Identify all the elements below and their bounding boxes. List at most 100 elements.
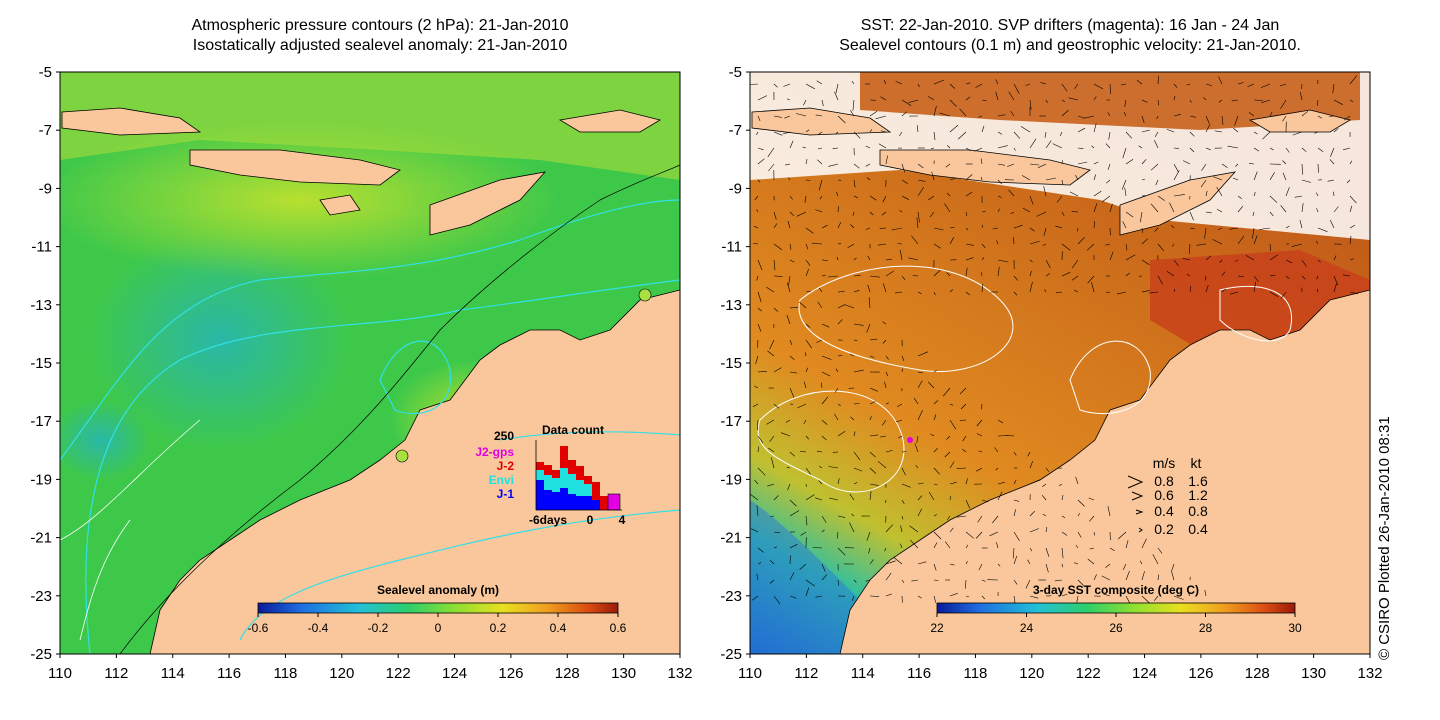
velocity-arrow <box>869 483 879 486</box>
velocity-arrow <box>911 235 919 245</box>
velocity-arrow <box>1059 131 1063 137</box>
velocity-arrow <box>917 291 922 295</box>
velocity-arrow <box>1237 195 1243 199</box>
velocity-arrow <box>789 211 795 217</box>
velocity-arrow <box>796 211 807 217</box>
velocity-arrow <box>1083 115 1095 119</box>
tide-gauge-marker <box>638 288 652 302</box>
velocity-arrow <box>949 593 958 597</box>
velocity-arrow <box>897 243 903 245</box>
velocity-arrow <box>768 447 775 453</box>
velocity-arrow <box>1262 131 1271 140</box>
velocity-arrow <box>1328 115 1335 117</box>
velocity-arrow <box>1141 571 1145 581</box>
velocity-arrow <box>1105 563 1111 568</box>
velocity-arrow <box>1013 83 1020 94</box>
velocity-arrow <box>1029 240 1040 245</box>
velocity-arrow <box>800 450 807 453</box>
velocity-arrow <box>1141 129 1150 133</box>
velocity-arrow <box>900 525 903 533</box>
velocity-arrow <box>868 297 871 309</box>
velocity-arrow <box>865 227 871 230</box>
velocity-arrow <box>1077 499 1085 507</box>
velocity-arrow <box>1091 145 1095 149</box>
velocity-arrow <box>884 381 887 389</box>
left-colorbar: Sealevel anomaly (m) -0.6 -0.4 -0.2 0 0.2 0.4… <box>248 583 627 635</box>
velocity-arrow <box>981 283 984 293</box>
velocity-arrow <box>1125 211 1134 218</box>
velocity-arrow <box>1027 559 1031 565</box>
velocity-arrow <box>965 257 974 261</box>
velocity-arrow <box>930 433 935 437</box>
velocity-arrow <box>1141 159 1147 165</box>
data-count-inset: Data count 250 J2-gps J-2 Envi J-1 -6day… <box>475 423 625 527</box>
velocity-arrow <box>1154 139 1159 149</box>
velocity-arrow <box>917 371 923 374</box>
velocity-arrow <box>1205 275 1207 281</box>
banda-islands <box>558 109 662 133</box>
longitude-tick-label: 132 <box>667 665 692 682</box>
velocity-arrow <box>835 131 839 135</box>
velocity-arrow <box>757 562 762 565</box>
longitude-tick-label: 110 <box>738 665 762 682</box>
velocity-arrow <box>1036 211 1047 217</box>
velocity-arrow <box>1173 595 1184 600</box>
velocity-arrow <box>821 274 826 277</box>
velocity-arrow <box>788 275 791 286</box>
velocity-arrow <box>788 177 791 181</box>
velocity-arrow <box>1252 211 1255 217</box>
velocity-arrow <box>1285 225 1290 229</box>
velocity-arrow <box>901 99 912 107</box>
velocity-arrow <box>837 115 846 124</box>
longitude-tick-label: 130 <box>1301 665 1326 682</box>
velocity-arrow <box>1253 275 1259 282</box>
velocity-arrow <box>821 435 827 441</box>
velocity-arrow <box>1013 224 1023 229</box>
lesser-sunda-islands <box>189 149 401 186</box>
velocity-arrow <box>850 224 855 229</box>
velocity-arrow <box>933 447 938 453</box>
velocity-arrow <box>1235 259 1239 262</box>
left-colorbar-tick: 0.6 <box>610 621 627 635</box>
velocity-arrow <box>1201 163 1207 171</box>
velocity-arrow <box>786 314 791 325</box>
velocity-arrow <box>933 269 941 277</box>
latitude-tick-label: -7 <box>39 122 52 139</box>
velocity-arrow <box>1205 190 1208 197</box>
velocity-arrow <box>949 461 955 469</box>
velocity-arrow <box>917 561 927 565</box>
velocity-arrow <box>849 493 855 501</box>
velocity-arrow <box>1233 127 1239 133</box>
velocity-arrow <box>997 208 1000 213</box>
velocity-arrow <box>1173 163 1179 173</box>
velocity-arrow <box>1069 191 1079 197</box>
velocity-arrow <box>981 257 985 261</box>
velocity-arrow <box>928 491 935 501</box>
velocity-arrow <box>1117 531 1127 540</box>
velocity-arrow <box>978 115 983 118</box>
velocity-arrow <box>821 563 826 572</box>
velocity-arrow <box>1055 225 1063 229</box>
velocity-arrow <box>1061 547 1064 559</box>
velocity-arrow <box>1029 195 1034 205</box>
velocity-arrow <box>1021 175 1031 181</box>
velocity-arrow <box>817 147 823 150</box>
velocity-arrow <box>1205 115 1210 124</box>
velocity-arrow <box>1182 160 1191 165</box>
velocity-arrow <box>1125 131 1133 139</box>
velocity-arrow <box>1317 288 1319 293</box>
velocity-arrow <box>773 546 777 549</box>
velocity-arrow <box>853 163 860 169</box>
velocity-arrow <box>885 402 889 405</box>
velocity-arrow <box>767 483 775 487</box>
velocity-arrow <box>789 595 797 599</box>
velocity-arrow <box>981 211 986 213</box>
velocity-arrow <box>1122 221 1127 229</box>
velocity-arrow <box>757 259 763 271</box>
velocity-arrow <box>1212 176 1223 181</box>
velocity-arrow <box>1087 275 1095 284</box>
velocity-arrow <box>959 108 967 117</box>
velocity-arrow <box>1171 570 1175 581</box>
velocity-arrow <box>956 467 967 469</box>
velocity-arrow <box>1056 291 1063 294</box>
